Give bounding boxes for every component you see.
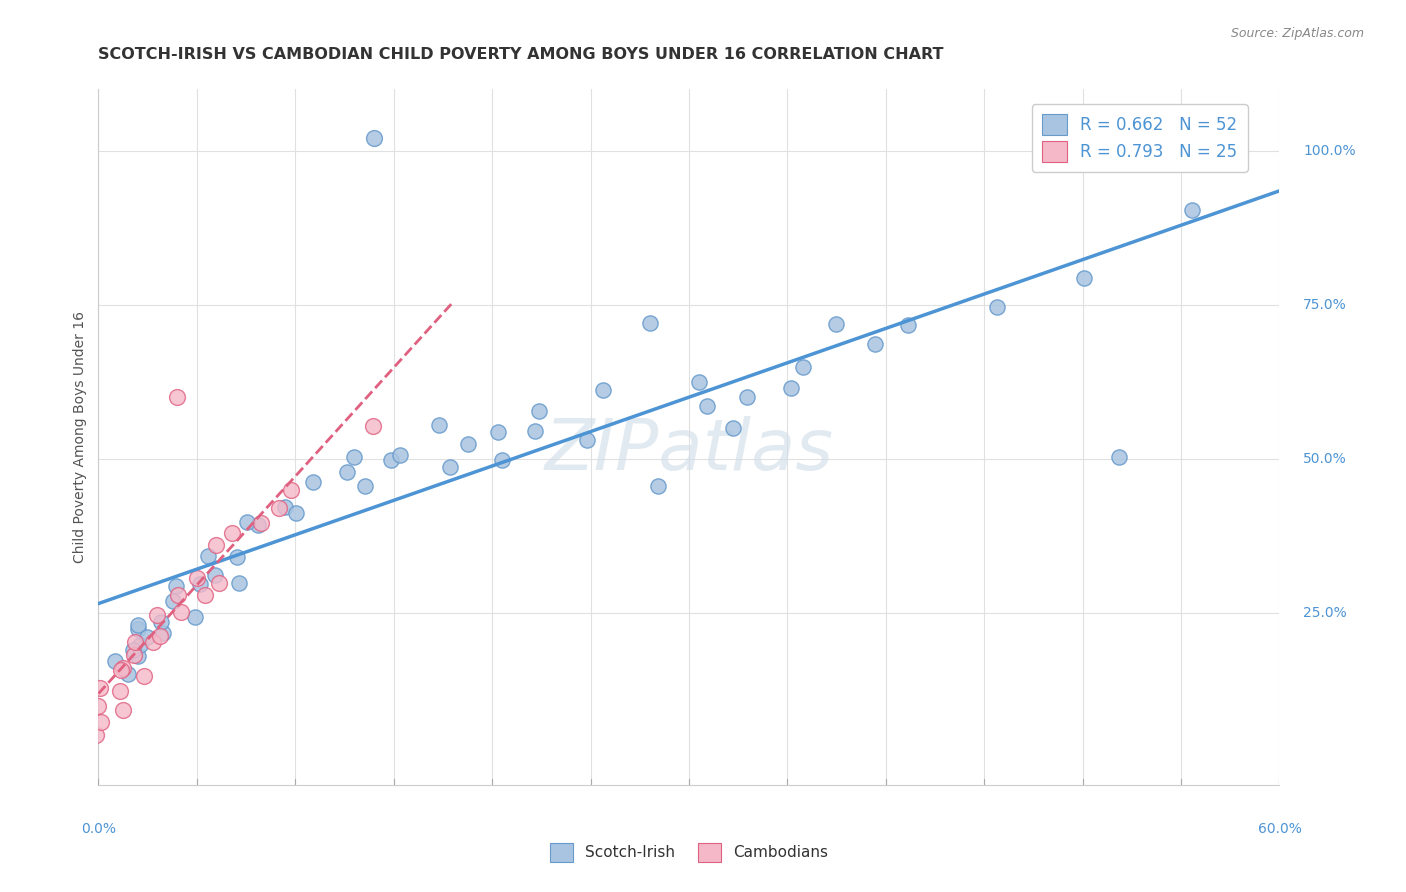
Point <box>87 698 110 713</box>
Point <box>167 588 190 602</box>
Point <box>491 452 513 467</box>
Point <box>110 663 132 677</box>
Point <box>122 648 145 662</box>
Point <box>696 399 718 413</box>
Point <box>188 576 211 591</box>
Point <box>647 479 669 493</box>
Point <box>249 516 271 531</box>
Point <box>1108 450 1130 464</box>
Point <box>89 681 111 696</box>
Point <box>205 538 228 552</box>
Point <box>457 437 479 451</box>
Point <box>388 448 411 462</box>
Point <box>141 635 163 649</box>
Point <box>986 300 1008 314</box>
Point <box>166 390 188 404</box>
Point <box>1181 203 1204 218</box>
Point <box>638 316 661 330</box>
Point <box>301 475 323 489</box>
Point <box>274 500 297 515</box>
Point <box>735 391 758 405</box>
Point <box>336 465 359 479</box>
Point <box>145 607 167 622</box>
Point <box>1211 151 1233 165</box>
Point <box>127 622 149 636</box>
Point <box>162 593 184 607</box>
Point <box>208 575 231 590</box>
Point <box>129 638 152 652</box>
Point <box>112 661 135 675</box>
Point <box>122 643 145 657</box>
Point <box>90 715 112 730</box>
Text: 75.0%: 75.0% <box>1303 298 1347 311</box>
Point <box>194 588 217 602</box>
Point <box>204 568 226 582</box>
Text: 100.0%: 100.0% <box>1303 144 1355 158</box>
Point <box>488 425 510 440</box>
Point <box>246 518 269 533</box>
Point <box>592 383 614 397</box>
Point <box>380 452 402 467</box>
Y-axis label: Child Poverty Among Boys Under 16: Child Poverty Among Boys Under 16 <box>73 311 87 563</box>
Text: 25.0%: 25.0% <box>1303 606 1347 620</box>
Point <box>439 459 461 474</box>
Point <box>132 668 155 682</box>
Point <box>343 450 366 464</box>
Point <box>165 579 187 593</box>
Point <box>186 571 208 585</box>
Point <box>221 525 243 540</box>
Point <box>149 629 172 643</box>
Point <box>136 631 159 645</box>
Point <box>152 625 174 640</box>
Point <box>863 336 886 351</box>
Point <box>170 605 193 619</box>
Point <box>84 728 107 742</box>
Point <box>108 684 131 698</box>
Text: ZIPatlas: ZIPatlas <box>544 417 834 485</box>
Point <box>236 515 259 529</box>
Point <box>575 433 598 447</box>
Point <box>127 618 149 632</box>
Point <box>280 483 302 497</box>
Point <box>792 359 814 374</box>
Point <box>228 576 250 591</box>
Point <box>117 666 139 681</box>
Point <box>269 500 291 515</box>
Point <box>150 615 173 629</box>
Point <box>285 506 308 520</box>
Point <box>1073 271 1095 285</box>
Text: Source: ZipAtlas.com: Source: ZipAtlas.com <box>1230 27 1364 40</box>
Point <box>897 318 920 332</box>
Point <box>427 417 450 432</box>
Point <box>688 375 710 389</box>
Legend: Scotch-Irish, Cambodians: Scotch-Irish, Cambodians <box>544 837 834 868</box>
Point <box>124 634 146 648</box>
Point <box>723 421 745 435</box>
Point <box>226 549 249 564</box>
Point <box>523 424 546 438</box>
Point <box>112 703 135 717</box>
Text: 60.0%: 60.0% <box>1257 822 1302 836</box>
Text: SCOTCH-IRISH VS CAMBODIAN CHILD POVERTY AMONG BOYS UNDER 16 CORRELATION CHART: SCOTCH-IRISH VS CAMBODIAN CHILD POVERTY … <box>98 47 943 62</box>
Point <box>363 131 385 145</box>
Text: 50.0%: 50.0% <box>1303 451 1347 466</box>
Point <box>184 610 207 624</box>
Point <box>825 318 848 332</box>
Point <box>354 479 377 493</box>
Point <box>104 654 127 668</box>
Text: 0.0%: 0.0% <box>82 822 115 836</box>
Point <box>363 418 385 433</box>
Point <box>197 549 219 563</box>
Point <box>127 649 149 664</box>
Point <box>779 381 801 395</box>
Point <box>527 404 550 418</box>
